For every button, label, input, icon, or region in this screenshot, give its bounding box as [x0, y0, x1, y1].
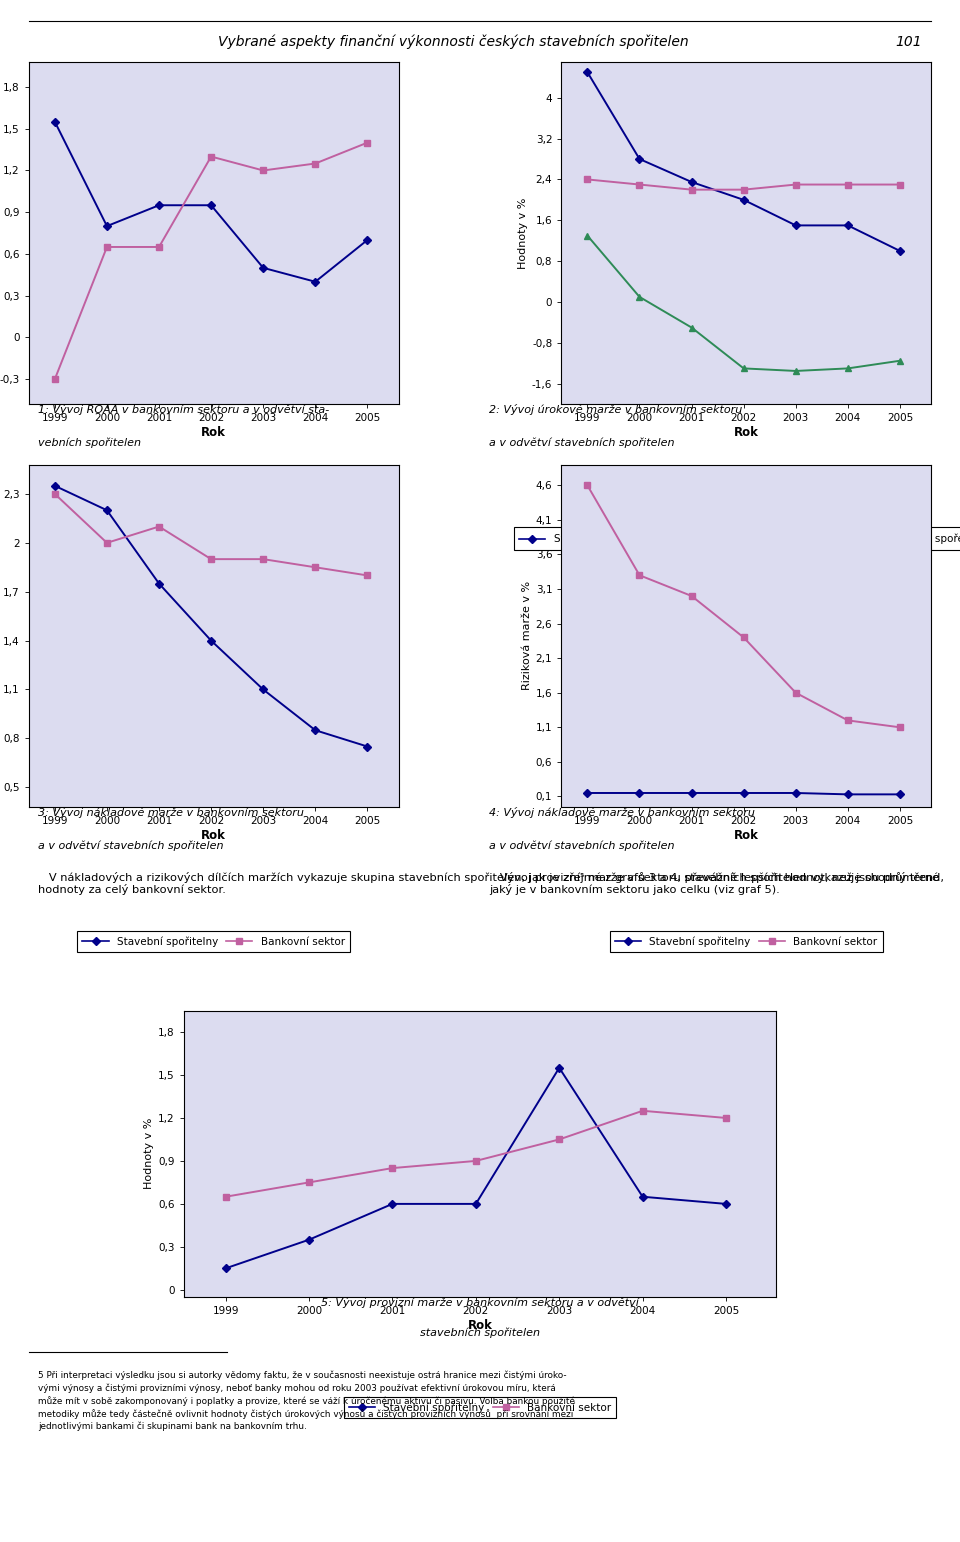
Text: Vybrané aspekty finanční výkonnosti českých stavebních spořitelen: Vybrané aspekty finanční výkonnosti česk… — [218, 35, 688, 49]
Text: 101: 101 — [896, 35, 923, 49]
Legend: Stavební spořitelny, Bankovní sektor: Stavební spořitelny, Bankovní sektor — [610, 931, 882, 951]
Legend: Stavební spořitelny, Bankovní sektor: Stavební spořitelny, Bankovní sektor — [78, 931, 350, 951]
Legend: Stavební spořitelny, Bankovní sektor: Stavební spořitelny, Bankovní sektor — [344, 1397, 616, 1417]
X-axis label: Rok: Rok — [202, 828, 227, 842]
X-axis label: Rok: Rok — [733, 828, 758, 842]
Text: stavebních spořitelen: stavebních spořitelen — [420, 1328, 540, 1338]
Text: 2: Vývoj úrokové marže v bankovním sektoru: 2: Vývoj úrokové marže v bankovním sekto… — [489, 404, 742, 415]
Text: 5: Vývoj provizní marže v bankovním sektoru a v odvětví: 5: Vývoj provizní marže v bankovním sekt… — [321, 1297, 639, 1308]
X-axis label: Rok: Rok — [733, 426, 758, 439]
Text: vebních spořitelen: vebních spořitelen — [37, 438, 141, 447]
X-axis label: Rok: Rok — [202, 426, 227, 439]
Text: V nákladových a rizikových dílčích maržích vykazuje skupina stavebních spořitele: V nákladových a rizikových dílčích marží… — [37, 871, 939, 896]
X-axis label: Rok: Rok — [468, 1318, 492, 1332]
Text: 4: Vývoj nákladové marže v bankovním sektoru: 4: Vývoj nákladové marže v bankovním sek… — [489, 806, 755, 817]
Legend: Stavební spořitelny, Bankovní sektor: Stavební spořitelny, Bankovní sektor — [78, 529, 350, 549]
Text: 5 Při interpretaci výsledku jsou si autorky vědomy faktu, že v současnosti neexi: 5 Při interpretaci výsledku jsou si auto… — [37, 1371, 575, 1431]
Text: 1: Vývoj ROAA v bankovním sektoru a v odvětví sta-: 1: Vývoj ROAA v bankovním sektoru a v od… — [37, 404, 329, 415]
Y-axis label: Hodnoty v %: Hodnoty v % — [517, 197, 528, 268]
Y-axis label: Hodnoty v %: Hodnoty v % — [144, 1118, 155, 1189]
Text: 3: Vývoj nákladové marže v bankovním sektoru: 3: Vývoj nákladové marže v bankovním sek… — [37, 806, 303, 817]
Text: a v odvětví stavebních spořitelen: a v odvětví stavebních spořitelen — [489, 840, 675, 851]
Text: a v odvětví stavebních spořitelen: a v odvětví stavebních spořitelen — [37, 840, 224, 851]
Y-axis label: Riziková marže v %: Riziková marže v % — [521, 581, 532, 691]
Legend: Stavební spořitelny, Bankovní sektor, Úroková marže stav. spoření: Stavební spořitelny, Bankovní sektor, Úr… — [515, 527, 960, 549]
Text: a v odvětví stavebních spořitelen: a v odvětví stavebních spořitelen — [489, 438, 675, 447]
Text: Vývoj provizní⁵ marže v sektoru stavebních spořitelen vykazuje shodný trend, jak: Vývoj provizní⁵ marže v sektoru stavební… — [489, 871, 944, 896]
